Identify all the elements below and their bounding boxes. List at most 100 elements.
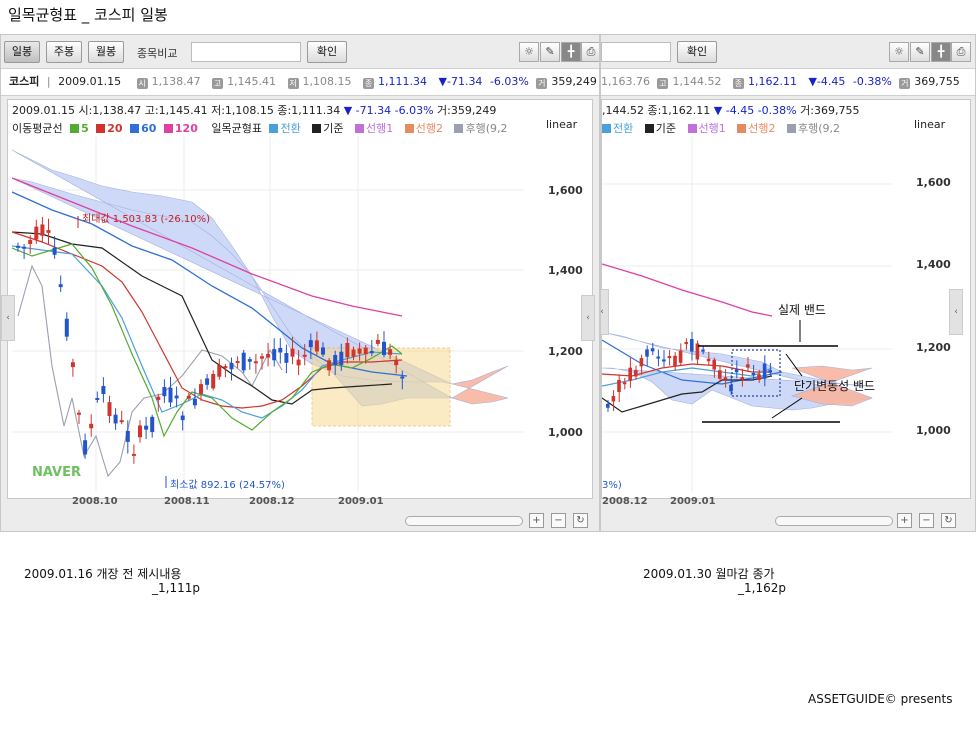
right-quote-high: 1,144.52 bbox=[672, 75, 722, 88]
right-conversion-label: 전환 bbox=[613, 122, 634, 135]
lead2-label: 선행2 bbox=[415, 122, 443, 135]
confirm-button[interactable]: 확인 bbox=[307, 41, 347, 63]
left-base-line bbox=[12, 231, 393, 405]
candle-body bbox=[83, 440, 88, 455]
right-base-label: 기준 bbox=[655, 122, 676, 135]
right-bulb-icon[interactable]: ☼ bbox=[889, 42, 909, 62]
candle-body bbox=[339, 351, 344, 365]
candle-body bbox=[333, 355, 338, 366]
left-zoom-out-icon[interactable]: − bbox=[551, 513, 566, 528]
crosshair-icon[interactable]: ╋ bbox=[561, 42, 581, 62]
right-crosshair-icon[interactable]: ╋ bbox=[931, 42, 951, 62]
daily-button[interactable]: 일봉 bbox=[4, 41, 40, 63]
right-ytick-1400: 1,400 bbox=[916, 258, 951, 271]
right-ma120-line bbox=[602, 263, 773, 317]
right-zoom-in-icon[interactable]: + bbox=[897, 513, 912, 528]
right-pen-icon[interactable]: ✎ bbox=[910, 42, 930, 62]
pen-icon[interactable]: ✎ bbox=[540, 42, 560, 62]
right-lead1-swatch bbox=[687, 124, 697, 133]
base-label: 기준 bbox=[323, 122, 344, 135]
candle-body bbox=[729, 384, 733, 392]
right-base-swatch bbox=[644, 124, 654, 133]
right-info-ohlc: ,144.52 종:1,162.11 bbox=[602, 104, 711, 117]
right-quote-bar: 1,163.76 고 1,144.52 종 1,162.11 ▼-4.45 -0.3… bbox=[601, 68, 975, 96]
candle-body bbox=[690, 339, 694, 352]
quote-pct: -6.03% bbox=[489, 75, 529, 88]
candle-body bbox=[611, 396, 616, 402]
candle-body bbox=[321, 347, 325, 355]
right-zoom-out-icon[interactable]: − bbox=[919, 513, 934, 528]
footer-credit: ASSETGUIDE© presents bbox=[808, 692, 953, 706]
candle-body bbox=[223, 366, 228, 369]
right-future-cloud bbox=[790, 365, 873, 407]
candle-body bbox=[388, 349, 393, 355]
right-scroll-track[interactable] bbox=[775, 516, 893, 526]
left-conversion-line bbox=[12, 245, 403, 419]
left-panel-handle-left[interactable]: ‹ bbox=[1, 295, 15, 341]
right-panel-handle-left[interactable]: ‹ bbox=[601, 289, 609, 335]
left-panel-handle-right[interactable]: ‹ bbox=[581, 295, 595, 341]
candle-body bbox=[656, 356, 660, 359]
open-icon: 시 bbox=[136, 78, 148, 89]
candle-body bbox=[253, 361, 258, 364]
candle-body bbox=[634, 369, 638, 377]
high-icon: 고 bbox=[212, 78, 224, 89]
candle-body bbox=[673, 355, 677, 367]
left-refresh-icon[interactable]: ↻ bbox=[573, 513, 588, 528]
left-toolbar: 일봉 주봉 월봉 종목비교 확인 ☼ ✎ ╋ ⎙ bbox=[1, 39, 599, 65]
left-zoom-in-icon[interactable]: + bbox=[529, 513, 544, 528]
candle-body bbox=[278, 347, 283, 353]
left-ytick-1600: 1,600 bbox=[548, 184, 583, 197]
candle-body bbox=[684, 342, 688, 345]
document-title: 일목균형표 _ 코스피 일봉 bbox=[8, 6, 168, 24]
candle-body bbox=[357, 348, 362, 354]
left-ytick-1200: 1,200 bbox=[548, 345, 583, 358]
right-confirm-button[interactable]: 확인 bbox=[677, 41, 717, 63]
candle-body bbox=[639, 358, 644, 367]
monthly-button[interactable]: 월봉 bbox=[88, 41, 124, 63]
right-conversion-swatch bbox=[602, 124, 611, 133]
candle-body bbox=[162, 387, 167, 397]
right-refresh-icon[interactable]: ↻ bbox=[941, 513, 956, 528]
ma20-swatch bbox=[96, 124, 106, 133]
right-xtick-fragment: 3%) bbox=[602, 480, 622, 491]
ma120-label: 120 bbox=[174, 122, 198, 135]
right-quote-change: ▼-4.45 bbox=[808, 75, 846, 88]
right-print-icon[interactable]: ⎙ bbox=[951, 42, 971, 62]
right-quote-pct: -0.38% bbox=[852, 75, 892, 88]
candle-body bbox=[174, 395, 179, 399]
candle-body bbox=[113, 414, 118, 424]
right-panel-handle[interactable]: ‹ bbox=[949, 289, 963, 335]
candle-body bbox=[229, 362, 234, 370]
compare-input[interactable] bbox=[191, 42, 301, 62]
left-caption: 2009.01.16 개장 전 제시내용 bbox=[24, 567, 182, 581]
left-scroll-track[interactable] bbox=[405, 516, 523, 526]
right-caption-value: _1,162p bbox=[738, 581, 786, 595]
weekly-button[interactable]: 주봉 bbox=[46, 41, 82, 63]
candle-body bbox=[394, 359, 399, 366]
candle-body bbox=[180, 415, 185, 421]
candle-body bbox=[77, 412, 81, 415]
candle-body bbox=[22, 246, 27, 249]
candle-body bbox=[617, 379, 621, 393]
right-quote-volume: 369,755 bbox=[914, 75, 960, 88]
print-icon[interactable]: ⎙ bbox=[581, 42, 599, 62]
right-compare-input[interactable] bbox=[601, 42, 671, 62]
bulb-icon[interactable]: ☼ bbox=[519, 42, 539, 62]
candle-body bbox=[34, 226, 39, 240]
quote-close: 1,111.34 bbox=[378, 75, 428, 88]
candle-body bbox=[628, 367, 632, 381]
candle-body bbox=[740, 377, 744, 380]
candle-body bbox=[734, 369, 739, 373]
left-scrollbar[interactable]: + − ↻ bbox=[405, 513, 593, 528]
right-scrollbar[interactable]: + − ↻ bbox=[775, 513, 969, 528]
candle-body bbox=[345, 342, 350, 358]
min-value-annotation: 최소값 892.16 (24.57%) bbox=[170, 479, 285, 491]
quote-open: 1,138.47 bbox=[151, 75, 201, 88]
candle-body bbox=[119, 420, 124, 423]
left-lagging-line bbox=[17, 264, 283, 478]
candle-body bbox=[701, 349, 705, 352]
ichimoku-label: 일목균형표 bbox=[211, 122, 262, 135]
left-xtick-0811: 2008.11 bbox=[164, 496, 210, 507]
